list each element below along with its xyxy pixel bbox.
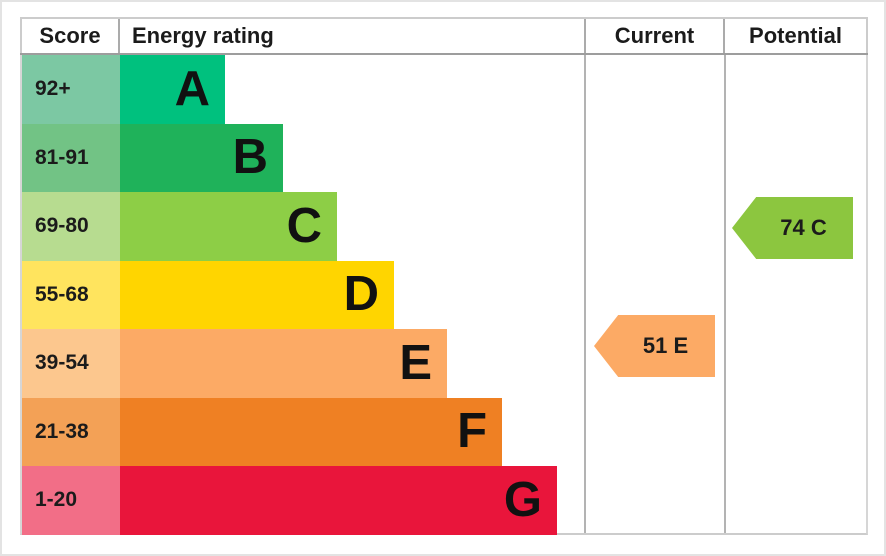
band-letter-f: F: [457, 404, 487, 459]
score-cell-a: 92+: [22, 55, 120, 124]
band-row-b: 81-91 B: [22, 123, 866, 192]
band-letter-b: B: [232, 130, 268, 185]
score-cell-c: 69-80: [22, 192, 120, 261]
energy-rating-column-header: Energy rating: [132, 23, 274, 48]
band-row-f: 21-38 F: [22, 397, 866, 466]
band-letter-e: E: [399, 335, 432, 390]
score-cell-d: 55-68: [22, 260, 120, 329]
rating-bar-g: G: [120, 466, 557, 535]
rating-bar-d: D: [120, 260, 394, 329]
potential-column-divider: [724, 55, 726, 533]
score-cell-e: 39-54: [22, 329, 120, 398]
rating-bar-a: A: [120, 55, 225, 124]
score-column-header: Score: [20, 19, 120, 53]
band-letter-c: C: [286, 198, 322, 253]
score-cell-f: 21-38: [22, 397, 120, 466]
current-column-header: Current: [584, 19, 723, 53]
rating-bar-c: C: [120, 192, 337, 261]
current-column-divider: [584, 55, 586, 533]
band-row-a: 92+ A: [22, 55, 866, 124]
rating-bar-b: B: [120, 123, 283, 192]
band-letter-a: A: [174, 61, 210, 116]
current-rating-arrow: 51 E: [594, 315, 715, 377]
potential-column-header: Potential: [723, 19, 868, 53]
band-row-d: 55-68 D: [22, 260, 866, 329]
band-row-g: 1-20 G: [22, 466, 866, 535]
current-rating-label: 51 E: [642, 333, 689, 358]
potential-rating-label: 74 C: [780, 215, 827, 240]
header-row: Score Energy rating Current Potential: [20, 17, 868, 55]
band-row-e: 39-54 E: [22, 329, 866, 398]
score-cell-b: 81-91: [22, 123, 120, 192]
rating-bar-e: E: [120, 329, 447, 398]
band-row-c: 69-80 C: [22, 192, 866, 261]
band-letter-g: G: [503, 472, 542, 527]
chart-body: 92+ A 81-91 B 69-80 C 55-68 D 39-54 E 21…: [20, 55, 868, 535]
rating-bar-f: F: [120, 397, 502, 466]
potential-rating-arrow: 74 C: [732, 197, 853, 259]
score-cell-g: 1-20: [22, 466, 120, 535]
band-letter-d: D: [343, 267, 379, 322]
epc-rating-table: Score Energy rating Current Potential 92…: [20, 17, 868, 535]
